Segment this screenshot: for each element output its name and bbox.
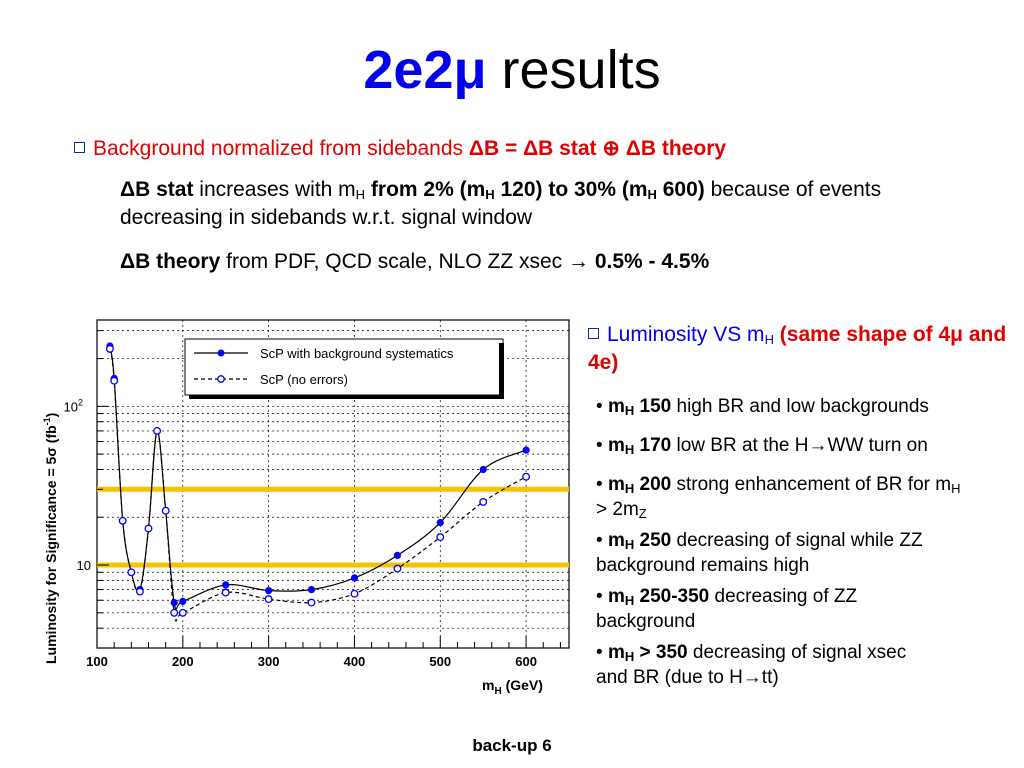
checkbox-bullet-icon	[588, 328, 599, 339]
point-filled	[179, 597, 187, 605]
bstat-paragraph: ΔB stat increases with mH from 2% (mH 12…	[120, 176, 960, 232]
axis-ticks: 100 200 300 400 500 600 10 102	[64, 330, 561, 669]
point-filled	[307, 586, 316, 594]
x-tick-label: 500	[429, 654, 451, 669]
point-open	[127, 568, 136, 577]
point-filled	[350, 574, 359, 582]
legend-label-0: ScP with background systematics	[260, 346, 454, 361]
point-open	[118, 516, 127, 525]
point-filled	[265, 587, 273, 595]
background-formula: ΔB = ΔB stat ⊕ ΔB theory	[468, 137, 727, 160]
point-open	[170, 608, 179, 617]
x-axis-label: mH (GeV)	[482, 677, 543, 697]
bstat-name: ΔB stat	[120, 178, 194, 201]
bstat-b1b: 120) to 30% (m	[494, 178, 648, 201]
luminosity-bullet: Luminosity VS mH (same shape of 4μ and 4…	[588, 321, 1008, 377]
page-title: 2e2μ results	[0, 38, 1024, 102]
note-item: • mH 200 strong enhancement of BR for mH…	[596, 474, 961, 521]
luminosity-chart: 100 200 300 400 500 600 10 102 ScP with backgro…	[42, 319, 570, 697]
legend-box	[184, 338, 504, 396]
y-tick-label: 102	[64, 397, 83, 414]
x-tick-label: 300	[258, 654, 280, 669]
bstat-b1sub: H	[485, 187, 495, 202]
footer-label: back-up 6	[472, 736, 552, 755]
luminosity-lead: Luminosity VS m	[607, 323, 765, 346]
point-filled	[479, 465, 487, 474]
luminosity-note: (same shape of 4μ and 4e)	[588, 323, 1007, 374]
reference-lines	[97, 486, 569, 568]
x-tick-label: 400	[344, 654, 366, 669]
point-open	[153, 426, 162, 435]
bstat-t1: increases with m	[193, 178, 356, 201]
y-tick-label: 10	[77, 558, 91, 573]
point-open	[105, 344, 114, 353]
point-open	[479, 497, 488, 506]
note-item: • mH 250-350 decreasing of ZZ background	[596, 586, 858, 632]
title-highlight: 2e2μ	[363, 40, 487, 100]
legend: ScP with background systematics ScP (no …	[184, 338, 504, 399]
point-open	[522, 472, 531, 481]
legend-shadow-bottom	[189, 395, 504, 399]
point-filled	[436, 519, 444, 527]
note-item: • mH 250 decreasing of signal while ZZ b…	[596, 530, 923, 576]
note-item: • mH 150 high BR and low backgrounds	[596, 396, 929, 418]
point-open	[144, 524, 153, 533]
point-open	[436, 533, 445, 542]
luminosity-sub: H	[764, 332, 774, 347]
btheory-text: from PDF, QCD scale, NLO ZZ xsec →	[220, 250, 595, 273]
bstat-t2: because of events decreasing in sideband…	[120, 178, 882, 229]
x-tick-label: 200	[172, 654, 194, 669]
background-bullet: Background normalized from sidebands ΔB …	[74, 136, 726, 162]
bstat-b2sub: H	[647, 187, 657, 202]
legend-marker-open	[217, 375, 225, 383]
x-tick-label: 100	[86, 654, 108, 669]
bstat-b1: from 2% (m	[365, 178, 486, 201]
legend-shadow-right	[499, 343, 504, 399]
checkbox-bullet-icon	[74, 142, 85, 153]
legend-label-1: ScP (no errors)	[260, 372, 348, 387]
title-rest: results	[486, 40, 661, 100]
note-item: • mH > 350 decreasing of signal xsec and…	[596, 642, 907, 688]
legend-marker-filled	[217, 349, 225, 357]
x-tick-label: 600	[515, 654, 537, 669]
point-open	[221, 588, 230, 597]
data-points	[105, 342, 531, 617]
point-filled	[522, 446, 530, 454]
point-filled	[393, 551, 401, 559]
point-open	[350, 589, 359, 598]
point-open	[178, 608, 187, 617]
point-open	[110, 376, 119, 385]
point-filled	[222, 581, 230, 589]
bstat-sub: H	[355, 187, 366, 202]
btheory-range: 0.5% - 4.5%	[594, 250, 710, 273]
point-open	[307, 598, 316, 607]
note-item: • mH 170 low BR at the H→WW turn on	[596, 435, 928, 457]
point-open	[161, 506, 170, 515]
background-lead: Background normalized from sidebands	[93, 137, 469, 160]
point-filled	[170, 599, 178, 607]
point-open	[393, 564, 402, 573]
point-open	[135, 587, 144, 596]
btheory-name: ΔB theory	[120, 250, 221, 273]
btheory-paragraph: ΔB theory from PDF, QCD scale, NLO ZZ xs…	[120, 248, 709, 276]
point-open	[264, 595, 273, 604]
bstat-b2: 600)	[656, 178, 705, 201]
y-axis-label: Luminosity for Significance = 5σ (fb-1)	[42, 413, 59, 664]
